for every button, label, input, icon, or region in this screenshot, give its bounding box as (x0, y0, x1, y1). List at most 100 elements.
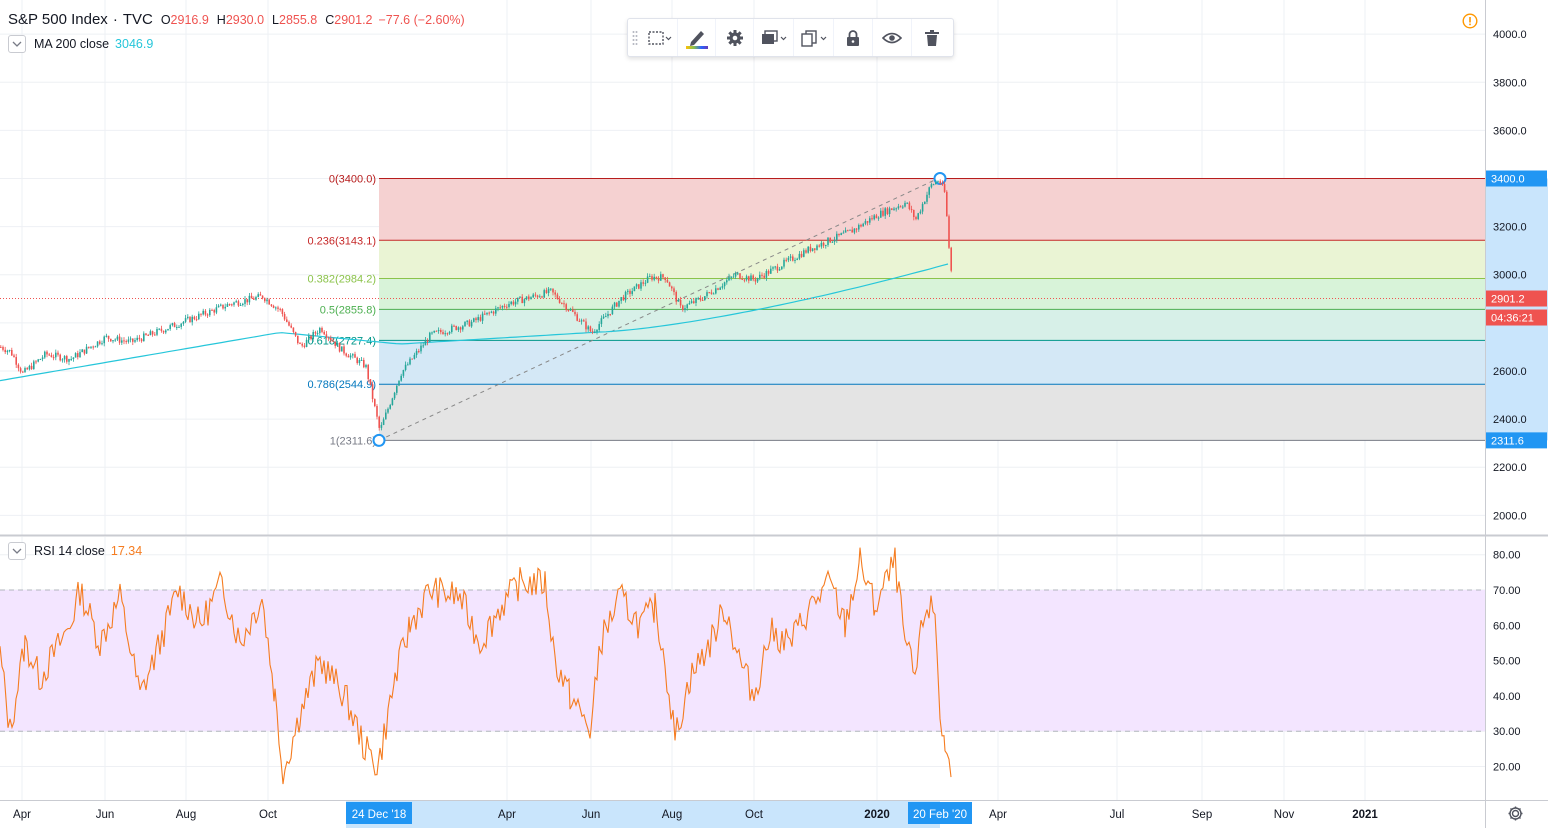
time-axis-label: Oct (745, 809, 764, 821)
candle-body (695, 298, 697, 304)
exchange-name: TVC (122, 11, 153, 28)
price-tag-fib-top-bg (1486, 170, 1547, 187)
fib-axis-highlight (1486, 178, 1548, 441)
candle-body (116, 336, 119, 340)
price-axis-tick: 2000.0 (1493, 510, 1527, 522)
candle-body (789, 256, 792, 258)
chevron-down-icon (12, 548, 22, 554)
candle-body (510, 301, 512, 304)
candle-body (719, 287, 721, 290)
candle-body (402, 369, 405, 376)
candle-body (827, 237, 829, 245)
candle-body (673, 288, 675, 293)
candle-body (517, 297, 519, 302)
candle-body (580, 320, 583, 322)
candle-body (277, 307, 279, 309)
candle-body (578, 320, 581, 322)
settings-button[interactable] (716, 19, 754, 56)
price-axis-tick: 2200.0 (1493, 462, 1527, 474)
candle-body (488, 312, 490, 314)
candle-body (649, 276, 651, 278)
candle-body (734, 273, 737, 277)
candle-body (688, 303, 691, 305)
candle-body (72, 357, 75, 360)
candle-body (855, 228, 858, 230)
candle-body (765, 270, 768, 278)
candle-body (497, 307, 499, 309)
candle-body (609, 313, 611, 315)
symbol-name[interactable]: S&P 500 Index (8, 11, 108, 28)
candle-body (814, 248, 816, 250)
candle-body (778, 269, 781, 271)
candle-body (486, 312, 488, 315)
candle-body (209, 309, 211, 316)
candle-body (646, 276, 649, 283)
candle-body (244, 299, 246, 304)
price-axis-tick: 3600.0 (1493, 125, 1527, 137)
fib-level-label: 0.382(2984.2) (308, 274, 377, 286)
collapse-rsi-button[interactable] (8, 542, 26, 560)
candle-body (270, 304, 273, 306)
candle-body (44, 351, 46, 358)
fill-button[interactable] (754, 19, 794, 56)
candle-body (149, 331, 152, 336)
candle-body (255, 296, 257, 300)
candle-body (206, 314, 209, 316)
candle-body (761, 274, 763, 276)
candle-body (374, 399, 376, 407)
clone-button[interactable] (794, 19, 834, 56)
candle-body (506, 306, 508, 308)
candle-body (825, 244, 827, 246)
delete-button[interactable] (912, 19, 951, 56)
candle-body (90, 346, 92, 348)
candle-body (451, 325, 453, 332)
candle-body (565, 304, 567, 310)
candle-body (363, 359, 365, 368)
candle-body (325, 334, 328, 338)
time-axis-label: Apr (13, 809, 31, 821)
warning-icon[interactable] (1462, 13, 1478, 29)
fib-level-label: 0.5(2855.8) (320, 304, 376, 316)
candle-body (462, 326, 464, 330)
candle-body (704, 296, 706, 301)
fib-anchor-start[interactable] (372, 433, 386, 447)
candle-body (319, 327, 321, 334)
candle-body (446, 333, 449, 335)
candle-body (290, 325, 292, 328)
candle-body (246, 299, 248, 303)
candle-body (473, 318, 475, 322)
candle-body (490, 311, 493, 313)
visibility-button[interactable] (873, 19, 912, 56)
candle-body (226, 304, 229, 307)
candle-body (74, 353, 77, 358)
candle-body (464, 321, 466, 327)
template-button[interactable] (642, 19, 678, 56)
candle-body (851, 229, 853, 233)
candle-body (79, 352, 81, 358)
candle-body (237, 301, 240, 306)
collapse-legend-button[interactable] (8, 35, 26, 53)
rsi-label[interactable]: RSI 14 close (34, 544, 105, 558)
lock-button[interactable] (834, 19, 873, 56)
candle-body (594, 331, 596, 333)
candle-body (310, 335, 312, 340)
candle-body (382, 419, 385, 425)
candle-body (11, 350, 13, 356)
time-marker-start-bg (346, 802, 412, 824)
candle-body (684, 308, 686, 311)
candle-body (842, 232, 845, 234)
candle-body (699, 298, 702, 300)
drag-handle-icon[interactable] (628, 19, 642, 56)
candle-body (913, 210, 915, 218)
fib-level-label: 0.618(2727.4) (308, 335, 377, 347)
candle-body (415, 351, 418, 355)
rsi-axis-tick: 80.00 (1493, 550, 1521, 562)
line-color-button[interactable] (678, 19, 716, 56)
price-axis-tick: 3000.0 (1493, 270, 1527, 282)
candle-body (602, 316, 605, 319)
rsi-line (0, 547, 952, 785)
chart-settings-icon[interactable] (1507, 805, 1524, 822)
ma-label[interactable]: MA 200 close (34, 37, 110, 51)
candle-body (622, 297, 625, 301)
